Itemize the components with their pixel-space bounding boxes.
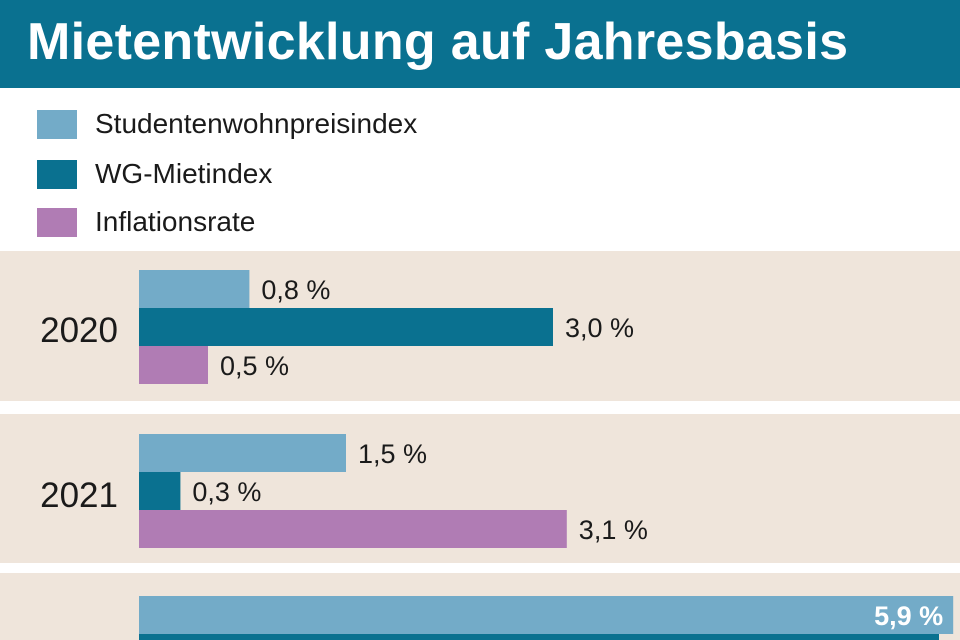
bar-partial-cropped bbox=[139, 634, 939, 640]
legend-label-studentenwohnpreisindex: Studentenwohnpreisindex bbox=[95, 108, 418, 139]
bar-wg-mietindex-2020 bbox=[139, 308, 553, 346]
bar-studentenwohnpreisindex-2020 bbox=[139, 270, 250, 308]
bar-studentenwohnpreisindex-next bbox=[139, 596, 954, 634]
bar-inflationsrate-2020 bbox=[139, 346, 208, 384]
value-label-studentenwohnpreisindex-2020: 0,8 % bbox=[261, 275, 330, 305]
value-label-wg-mietindex-2021: 0,3 % bbox=[192, 477, 261, 507]
year-label-2021: 2021 bbox=[40, 476, 118, 515]
legend-swatch-wg-mietindex bbox=[37, 160, 77, 189]
bar-studentenwohnpreisindex-2021 bbox=[139, 434, 346, 472]
value-label-studentenwohnpreisindex-next: 5,9 % bbox=[874, 601, 943, 631]
bar-inflationsrate-2021 bbox=[139, 510, 567, 548]
title-bar: Mietentwicklung auf Jahresbasis bbox=[0, 0, 960, 88]
bar-wg-mietindex-2021 bbox=[139, 472, 181, 510]
legend: Studentenwohnpreisindex WG-Mietindex Inf… bbox=[0, 100, 960, 250]
legend-label-wg-mietindex: WG-Mietindex bbox=[95, 158, 273, 189]
chart-title: Mietentwicklung auf Jahresbasis bbox=[27, 13, 849, 71]
value-label-inflationsrate-2021: 3,1 % bbox=[579, 515, 648, 545]
value-label-inflationsrate-2020: 0,5 % bbox=[220, 351, 289, 381]
year-label-2020: 2020 bbox=[40, 311, 118, 350]
legend-label-inflationsrate: Inflationsrate bbox=[95, 206, 256, 237]
legend-swatch-inflationsrate bbox=[37, 208, 77, 237]
value-label-studentenwohnpreisindex-2021: 1,5 % bbox=[358, 439, 427, 469]
legend-swatch-studentenwohnpreisindex bbox=[37, 110, 77, 139]
value-label-wg-mietindex-2020: 3,0 % bbox=[565, 313, 634, 343]
